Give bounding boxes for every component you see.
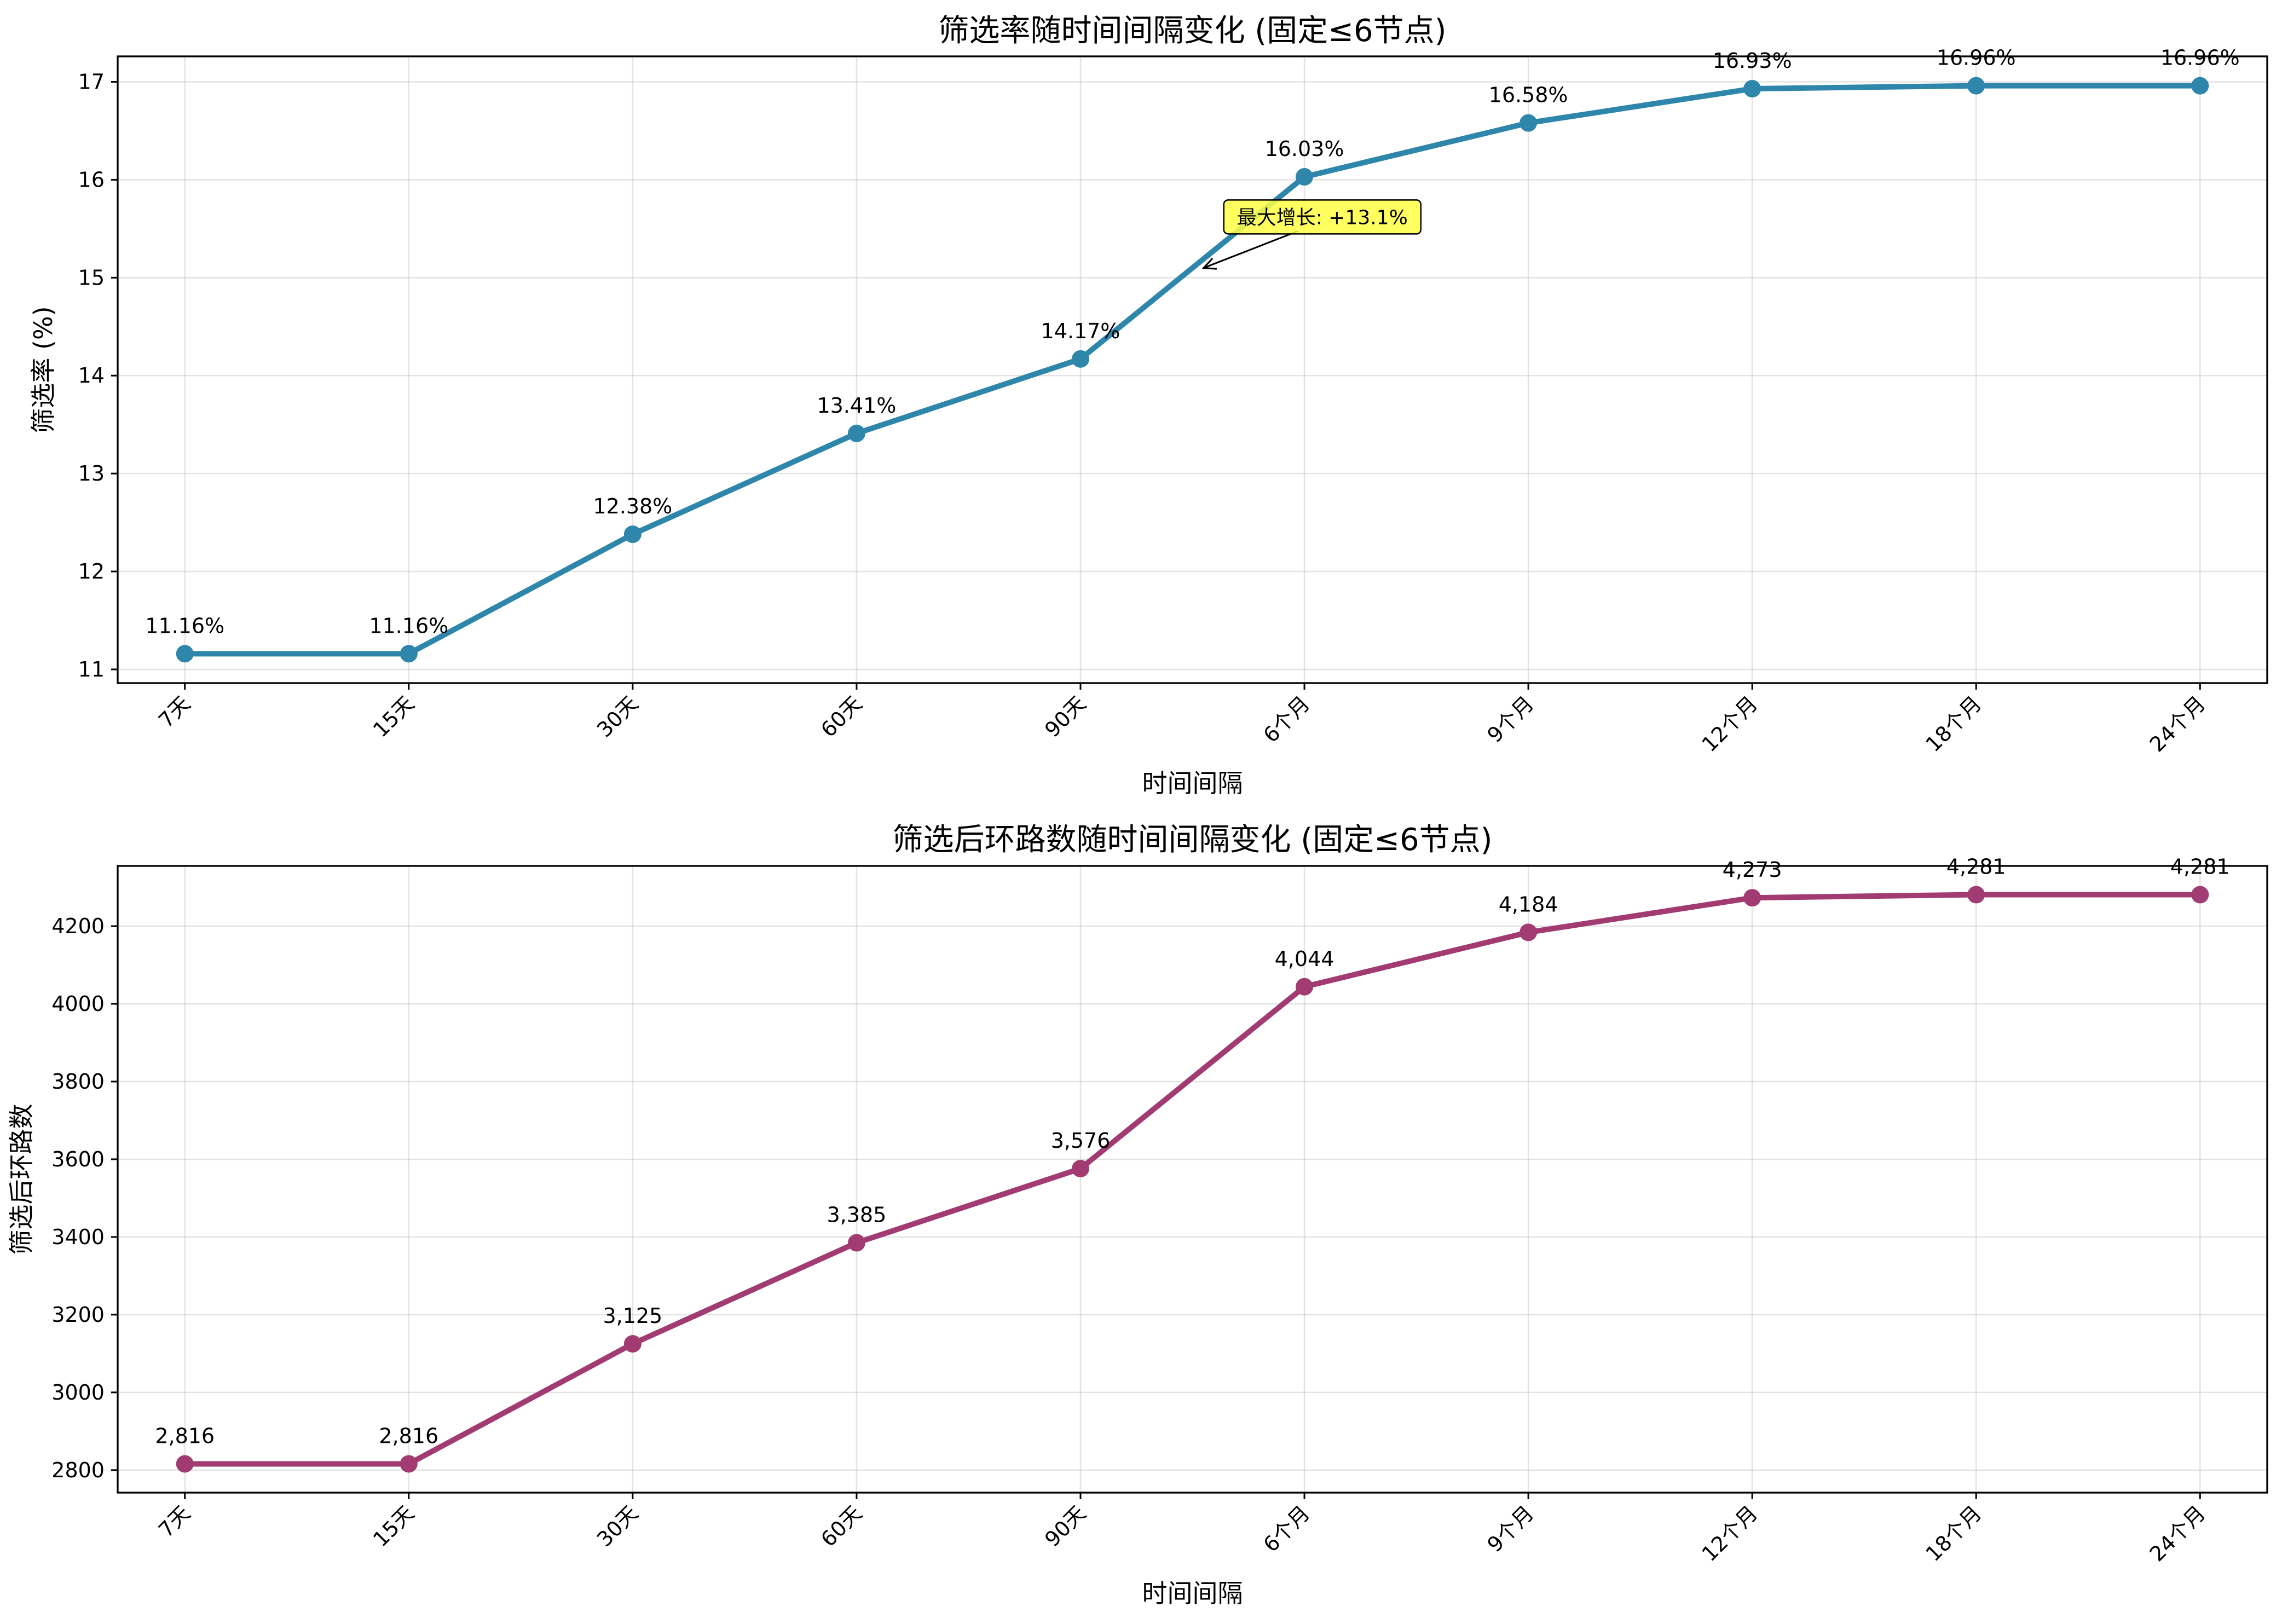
rate-data-point: [400, 645, 418, 663]
loops-xtick-label: 60天: [816, 1501, 866, 1551]
loops-xtick-label: 24个月: [2145, 1501, 2210, 1566]
rate-chart-title: 筛选率随时间间隔变化 (固定≤6节点): [938, 13, 1446, 49]
rate-ytick-label: 17: [78, 70, 105, 94]
loops-grid: [118, 866, 2267, 1493]
loops-ytick-label: 3600: [51, 1147, 105, 1171]
annotation-arrow-line: [1203, 230, 1298, 269]
rate-xtick-label: 7天: [154, 691, 195, 732]
loops-data-point: [847, 1234, 865, 1252]
rate-value-label: 16.93%: [1713, 49, 1792, 73]
rate-y-axis-label: 筛选率 (%): [28, 306, 58, 433]
loops-data-point: [1071, 1159, 1089, 1177]
rate-chart-panel: 11.16% 11.16% 12.38% 13.41% 14.17% 16.03% 16.5…: [28, 13, 2268, 798]
annotation-arrow-head: [1201, 257, 1217, 270]
rate-ytick-label: 11: [78, 657, 105, 681]
loops-value-label: 3,125: [603, 1304, 662, 1328]
rate-ytick-label: 12: [78, 559, 105, 583]
rate-value-label: 16.03%: [1265, 137, 1344, 161]
rate-series-line: [182, 83, 2203, 657]
loops-ytick-label: 3200: [51, 1303, 105, 1327]
loops-value-label: 4,044: [1275, 947, 1334, 971]
rate-data-point: [623, 525, 642, 544]
loops-data-point: [1967, 886, 1985, 904]
rate-grid: [118, 56, 2267, 683]
rate-xtick-label: 90天: [1040, 691, 1090, 742]
loops-series-line: [182, 892, 2203, 1467]
rate-data-point: [1743, 80, 1761, 98]
loops-xtick-label: 6个月: [1258, 1501, 1314, 1557]
loops-ytick-label: 4200: [51, 914, 105, 938]
loops-data-point: [400, 1455, 418, 1473]
annotation-box: [1223, 199, 1422, 235]
loops-ytick-label: 3400: [51, 1225, 105, 1249]
loops-xtick-label: 18个月: [1921, 1501, 1986, 1566]
loops-data-point: [176, 1455, 194, 1473]
rate-value-label: 12.38%: [593, 494, 672, 518]
rate-value-label: 14.17%: [1041, 319, 1120, 343]
rate-xtick-label: 9个月: [1483, 691, 1539, 747]
loops-value-label: 4,184: [1499, 892, 1558, 916]
loops-xtick-label: 7天: [154, 1501, 195, 1542]
loops-xtick-label: 30天: [592, 1501, 643, 1551]
rate-data-point: [1967, 77, 1985, 95]
loops-chart-title: 筛选后环路数随时间间隔变化 (固定≤6节点): [892, 822, 1492, 858]
loops-data-point: [1296, 978, 1314, 996]
loops-ytick-label: 3000: [51, 1380, 105, 1405]
loops-ytick-label: 3800: [51, 1070, 105, 1094]
rate-ytick-label: 14: [78, 363, 105, 388]
rate-value-label: 16.58%: [1489, 83, 1568, 107]
rate-ytick-label: 13: [78, 461, 105, 486]
rate-value-label: 11.16%: [369, 614, 448, 638]
rate-xtick-label: 60天: [816, 691, 866, 742]
rate-plot-frame: [117, 55, 2268, 684]
loops-xtick-label: 15天: [368, 1501, 419, 1551]
loops-value-label: 3,576: [1051, 1129, 1111, 1153]
rate-data-point: [176, 645, 194, 663]
rate-data-point: [1296, 168, 1314, 186]
rate-value-label: 16.96%: [2160, 46, 2240, 70]
loops-y-axis-label: 筛选后环路数: [7, 1104, 36, 1255]
loops-xtick-label: 90天: [1040, 1501, 1090, 1551]
rate-xtick-label: 15天: [368, 691, 419, 742]
loops-value-label: 2,816: [379, 1424, 438, 1448]
rate-data-point: [1520, 114, 1538, 132]
rate-ytick-label: 16: [78, 167, 105, 192]
rate-value-label: 13.41%: [817, 394, 896, 418]
loops-value-label: 3,385: [827, 1203, 887, 1227]
rate-data-point: [847, 424, 865, 442]
loops-value-label: 2,816: [155, 1424, 215, 1448]
loops-ytick-label: 2800: [51, 1458, 105, 1482]
rate-ytick-label: 15: [78, 265, 105, 290]
max-growth-annotation: 最大增长: +13.1%: [1201, 199, 1422, 270]
annotation-text: 最大增长: +13.1%: [1237, 206, 1408, 229]
loops-data-point: [1520, 923, 1538, 941]
rate-xtick-label: 18个月: [1921, 691, 1986, 756]
rate-xtick-label: 24个月: [2145, 691, 2210, 756]
loops-ytick-label: 4000: [51, 992, 105, 1016]
rate-value-label: 11.16%: [145, 614, 224, 638]
loops-chart-panel: 2,816 2,816 3,125 3,385 3,576 4,044 4,184 4,273…: [7, 822, 2268, 1608]
rate-xtick-label: 12个月: [1697, 691, 1762, 756]
loops-x-axis-label: 时间间隔: [1142, 1579, 1243, 1608]
loops-xtick-label: 12个月: [1697, 1501, 1762, 1566]
rate-x-axis-label: 时间间隔: [1142, 768, 1243, 798]
loops-plot-frame: [117, 865, 2268, 1494]
loops-value-label: 4,273: [1723, 858, 1782, 882]
loops-data-point: [623, 1335, 642, 1353]
rate-xtick-label: 30天: [592, 691, 643, 742]
loops-xtick-label: 9个月: [1483, 1501, 1539, 1557]
rate-xtick-label: 6个月: [1258, 691, 1314, 747]
loops-data-point: [1743, 889, 1761, 907]
rate-data-point: [1071, 350, 1089, 368]
rate-data-point: [2191, 77, 2209, 95]
loops-data-point: [2191, 886, 2209, 904]
rate-value-label: 16.96%: [1937, 46, 2016, 70]
